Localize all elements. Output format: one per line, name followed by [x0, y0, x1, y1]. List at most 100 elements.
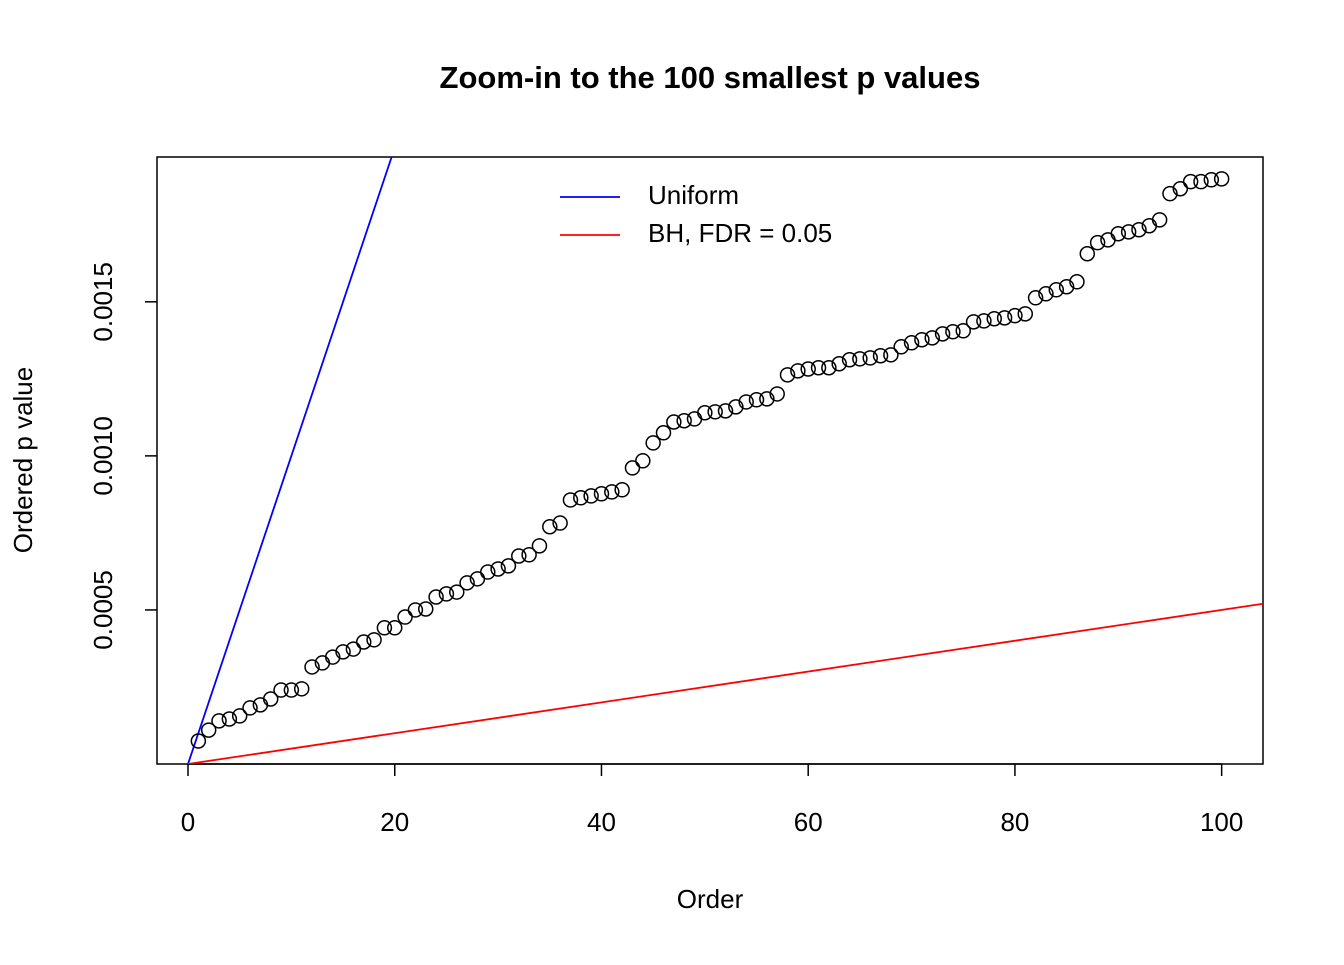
data-point: [883, 347, 899, 363]
data-point: [645, 435, 661, 451]
plot-frame: [156, 156, 1264, 765]
data-point: [624, 460, 641, 476]
data-point: [1151, 212, 1168, 228]
data-point: [490, 561, 506, 577]
data-point: [1203, 172, 1220, 188]
data-point: [293, 681, 310, 697]
data-point: [604, 484, 620, 500]
data-point: [521, 547, 537, 563]
y-tick-label: 0.0015: [88, 262, 118, 342]
data-point: [500, 558, 517, 574]
data-point: [1048, 282, 1065, 298]
data-point: [790, 363, 806, 379]
data-point: [893, 339, 909, 355]
data-point: [231, 708, 248, 724]
data-point: [831, 355, 847, 372]
data-point: [428, 589, 444, 605]
data-point: [924, 330, 940, 346]
data-point: [542, 518, 558, 535]
data-point: [583, 488, 599, 504]
data-point: [262, 691, 279, 707]
data-point: [345, 641, 362, 657]
data-point: [376, 620, 393, 636]
data-point: [717, 403, 734, 419]
data-point: [221, 711, 238, 727]
chart-title: Zoom-in to the 100 smallest p values: [440, 60, 981, 95]
data-point: [283, 682, 300, 698]
data-point: [1182, 173, 1199, 190]
data-point: [1038, 286, 1054, 302]
data-point: [914, 331, 930, 348]
data-point: [810, 360, 827, 376]
data-point: [211, 713, 227, 729]
data-point: [872, 347, 889, 364]
x-tick-label: 80: [1000, 807, 1029, 837]
data-point: [200, 722, 217, 738]
data-point: [655, 425, 672, 441]
data-point: [1079, 246, 1096, 262]
data-point: [1100, 232, 1116, 248]
data-point: [841, 351, 858, 368]
data-point: [511, 548, 527, 564]
data-point: [562, 492, 579, 508]
data-point: [449, 584, 465, 600]
data-point: [386, 620, 403, 636]
legend-label: BH, FDR = 0.05: [648, 218, 832, 248]
data-point: [852, 351, 868, 367]
data-point: [273, 682, 289, 698]
plot-area: [187, 157, 1263, 764]
data-point: [996, 310, 1013, 326]
data-point: [366, 632, 382, 648]
data-point: [748, 392, 765, 408]
data-point: [1007, 307, 1023, 324]
y-tick-label: 0.0005: [88, 570, 118, 650]
data-point: [686, 411, 703, 427]
data-point: [614, 482, 630, 498]
data-point: [1162, 185, 1178, 202]
legend-label: Uniform: [648, 180, 739, 210]
data-point: [1069, 274, 1085, 290]
x-tick-label: 40: [587, 807, 616, 837]
data-point: [417, 601, 434, 617]
data-point: [1089, 234, 1106, 251]
data-point: [190, 733, 207, 749]
data-point: [697, 404, 713, 421]
data-point: [480, 564, 496, 580]
data-point: [1193, 173, 1209, 190]
data-point: [976, 313, 992, 329]
data-point: [707, 404, 723, 420]
data-point: [1058, 278, 1075, 295]
data-point: [1110, 225, 1127, 242]
data-point: [779, 367, 796, 383]
data-point: [800, 361, 816, 377]
data-point: [407, 602, 424, 618]
data-point: [759, 391, 775, 407]
data-point: [459, 575, 475, 591]
data-point: [397, 609, 413, 625]
data-point: [1017, 306, 1034, 322]
x-tick-label: 20: [380, 807, 409, 837]
data-point: [728, 399, 744, 415]
data-point: [573, 490, 589, 506]
data-point: [335, 644, 351, 660]
data-point: [903, 335, 920, 351]
data-point: [304, 659, 320, 675]
data-point: [986, 311, 1003, 327]
data-point: [738, 394, 754, 410]
data-point: [593, 486, 610, 502]
data-point: [324, 649, 341, 665]
data-point: [438, 586, 455, 602]
y-axis-label: Ordered p value: [8, 367, 38, 553]
data-point: [355, 634, 372, 650]
data-point: [934, 326, 951, 342]
data-point: [1213, 171, 1230, 187]
data-point: [1131, 221, 1147, 238]
data-point: [769, 386, 785, 402]
data-point: [1120, 224, 1137, 240]
data-point: [242, 700, 258, 716]
data-point: [1172, 180, 1189, 197]
data-point: [965, 314, 982, 330]
x-tick-label: 60: [794, 807, 823, 837]
data-point: [862, 350, 878, 366]
